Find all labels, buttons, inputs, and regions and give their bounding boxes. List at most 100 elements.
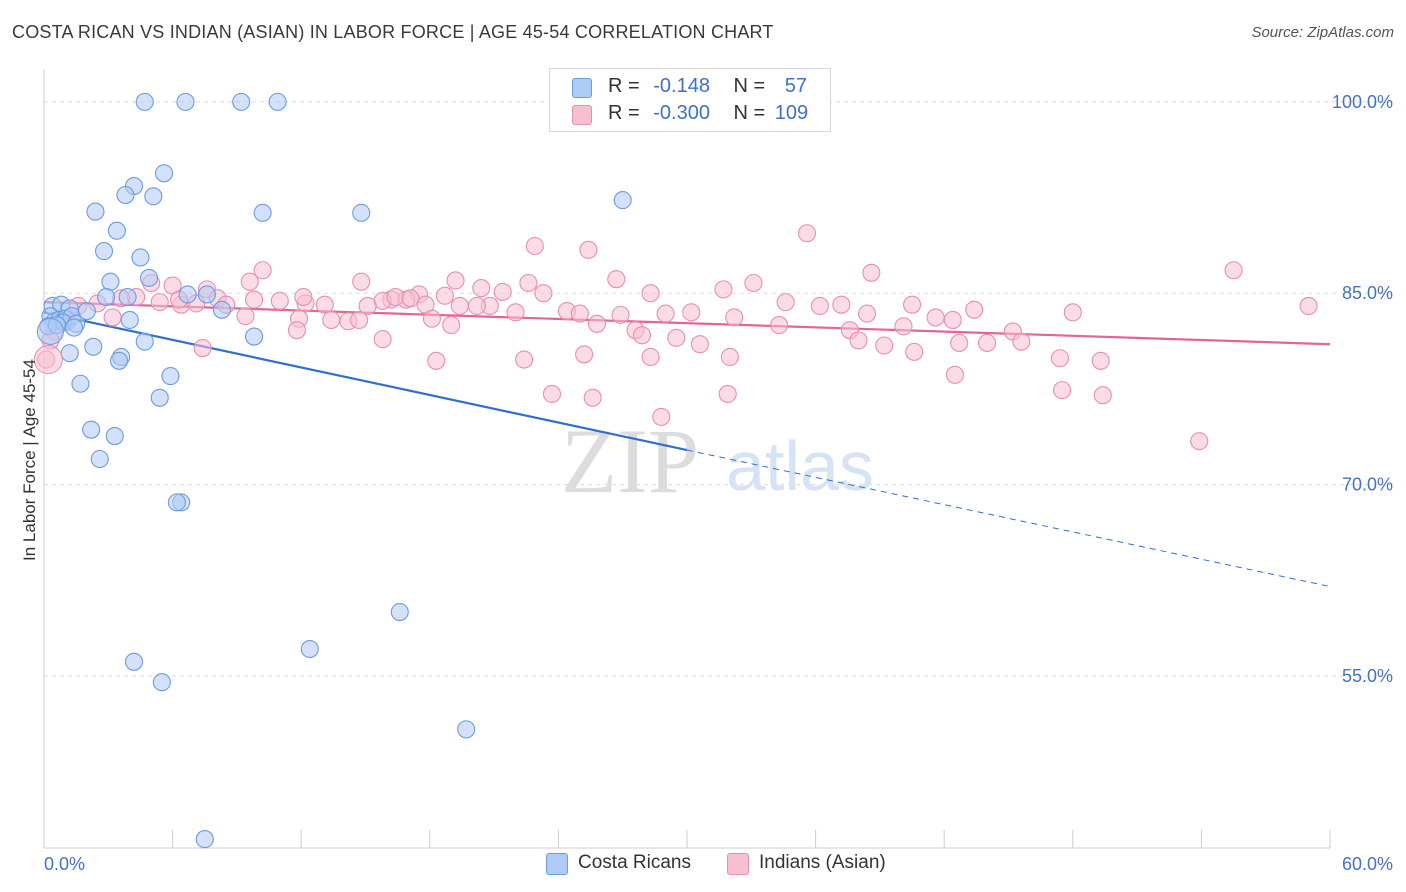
point-indian-asian bbox=[515, 350, 534, 369]
trend-lines bbox=[43, 301, 1331, 588]
point-indian-asian bbox=[632, 326, 652, 345]
point-costa-rican bbox=[300, 639, 319, 659]
r-value: -0.300 bbox=[653, 102, 710, 124]
point-indian-asian bbox=[534, 284, 553, 303]
point-costa-rican bbox=[107, 221, 126, 240]
point-indian-asian bbox=[725, 308, 744, 327]
point-indian-asian bbox=[236, 307, 255, 326]
point-costa-rican bbox=[60, 344, 79, 363]
r-label: R = bbox=[608, 102, 640, 124]
point-indian-asian bbox=[401, 289, 420, 308]
point-costa-rican bbox=[244, 327, 264, 346]
point-indian-asian bbox=[253, 261, 272, 280]
point-indian-asian bbox=[579, 240, 598, 259]
point-costa-rican bbox=[94, 242, 114, 261]
y-tick-label: 85.0% bbox=[1342, 283, 1393, 303]
point-costa-rican bbox=[144, 187, 163, 206]
point-indian-asian bbox=[103, 308, 122, 327]
y-tick-label: 70.0% bbox=[1342, 475, 1393, 495]
point-indian-asian bbox=[667, 328, 686, 347]
point-indian-asian bbox=[193, 338, 212, 358]
point-indian-asian bbox=[570, 304, 589, 323]
point-indian-asian bbox=[1012, 332, 1031, 351]
point-indian-asian bbox=[714, 280, 733, 299]
point-indian-asian bbox=[776, 293, 795, 312]
point-indian-asian bbox=[607, 270, 626, 289]
point-costa-rican bbox=[253, 203, 272, 222]
point-costa-rican bbox=[105, 426, 124, 446]
point-indian-asian bbox=[810, 296, 829, 316]
point-indian-asian bbox=[945, 365, 964, 384]
watermark-zip: ZIP bbox=[561, 410, 699, 512]
point-costa-rican bbox=[154, 164, 174, 183]
legend-label: Indians (Asian) bbox=[759, 852, 886, 873]
point-indian-asian bbox=[542, 384, 562, 404]
point-costa-rican bbox=[390, 602, 409, 622]
point-indian-asian bbox=[965, 300, 984, 319]
point-indian-asian bbox=[467, 296, 487, 316]
point-costa-rican bbox=[82, 420, 101, 439]
point-costa-rican bbox=[176, 92, 195, 111]
watermark: ZIP atlas bbox=[561, 410, 874, 512]
point-costa-rican bbox=[64, 318, 84, 337]
point-indian-asian bbox=[641, 284, 660, 303]
point-indian-asian bbox=[797, 224, 817, 243]
point-indian-asian bbox=[450, 296, 469, 316]
point-costa-rican bbox=[116, 185, 135, 205]
correlation-legend: R = -0.148 N = 57 R = -0.300 N = 109 bbox=[549, 68, 831, 132]
point-indian-asian bbox=[1093, 386, 1112, 405]
grid-lines bbox=[44, 101, 1394, 677]
point-indian-asian bbox=[294, 287, 313, 307]
point-indian-asian bbox=[690, 335, 709, 354]
point-indian-asian bbox=[575, 345, 594, 364]
point-indian-asian bbox=[386, 287, 405, 307]
point-costa-rican bbox=[90, 449, 109, 469]
point-costa-rican bbox=[613, 191, 632, 210]
point-costa-rican bbox=[135, 92, 154, 111]
axes bbox=[43, 70, 1331, 849]
point-indian-asian bbox=[1063, 303, 1082, 322]
watermark-atlas: atlas bbox=[726, 427, 874, 505]
point-indian-asian bbox=[1091, 351, 1110, 370]
point-indian-asian bbox=[720, 347, 739, 367]
legend-swatch-blue bbox=[546, 853, 568, 875]
point-indian-asian bbox=[587, 314, 607, 333]
point-costa-rican bbox=[36, 317, 64, 345]
n-value: 57 bbox=[784, 75, 808, 97]
point-costa-rican bbox=[457, 720, 476, 739]
n-label: N = bbox=[733, 75, 766, 97]
trend-line-costa-ricans bbox=[43, 311, 688, 452]
trend-line-indians bbox=[43, 301, 1331, 346]
point-costa-rican bbox=[212, 300, 231, 319]
point-indian-asian bbox=[322, 310, 341, 330]
y-axis-label: In Labor Force | Age 45-54 bbox=[20, 359, 39, 561]
point-costa-rican bbox=[150, 388, 169, 407]
point-indian-asian bbox=[287, 321, 306, 340]
point-indian-asian bbox=[472, 279, 491, 298]
point-indian-asian bbox=[770, 316, 789, 335]
point-costa-rican bbox=[152, 673, 171, 692]
point-indian-asian bbox=[493, 282, 512, 301]
point-indian-asian bbox=[849, 331, 868, 350]
point-indian-asian bbox=[435, 286, 454, 305]
point-indian-asian bbox=[875, 336, 894, 355]
point-costa-rican bbox=[118, 287, 137, 307]
legend-swatch-pink bbox=[727, 853, 749, 875]
point-indian-asian bbox=[350, 310, 369, 330]
point-costa-rican bbox=[109, 351, 129, 370]
point-indian-asian bbox=[358, 296, 377, 316]
point-costa-rican bbox=[101, 272, 120, 291]
point-costa-rican bbox=[139, 268, 159, 287]
point-indian-asian bbox=[1053, 381, 1072, 400]
point-indian-asian bbox=[427, 351, 446, 370]
point-indian-asian bbox=[902, 295, 922, 314]
point-costa-rican bbox=[268, 92, 287, 111]
n-label: N = bbox=[733, 102, 766, 124]
point-costa-rican bbox=[97, 287, 116, 307]
point-indian-asian bbox=[652, 407, 671, 426]
point-indian-asian bbox=[943, 310, 962, 330]
point-indian-asian bbox=[150, 293, 169, 312]
point-indian-asian bbox=[442, 316, 461, 335]
point-indian-asian bbox=[583, 388, 602, 407]
point-indian-asian bbox=[373, 330, 392, 349]
